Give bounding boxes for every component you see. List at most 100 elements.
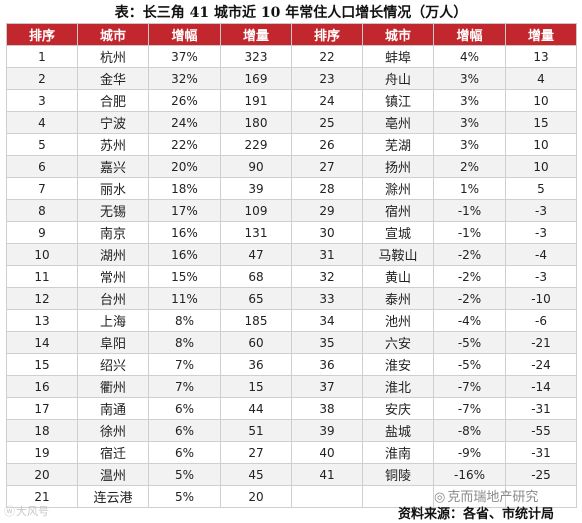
city-cell: 常州 [77, 265, 149, 288]
rank-cell: 26 [291, 133, 363, 156]
growth-rate-cell: 7% [148, 375, 221, 398]
increase-cell [505, 485, 577, 508]
rank-cell: 41 [291, 463, 363, 486]
increase-cell: 10 [505, 155, 577, 178]
table-row: 21 连云港 5% 20 [6, 485, 577, 508]
rank-cell: 36 [291, 353, 363, 376]
header-increase: 增量 [505, 23, 577, 46]
rank-cell: 8 [6, 199, 78, 222]
growth-rate-cell: -5% [433, 331, 506, 354]
city-cell: 池州 [362, 309, 434, 332]
city-cell: 泰州 [362, 287, 434, 310]
table-row: 11 常州 15% 68 32 黄山 -2% -3 [6, 265, 577, 288]
growth-rate-cell: 6% [148, 397, 221, 420]
city-cell: 宿迁 [77, 441, 149, 464]
city-cell: 盐城 [362, 419, 434, 442]
increase-cell: 65 [220, 287, 292, 310]
rank-cell [291, 485, 363, 508]
increase-cell: -3 [505, 199, 577, 222]
city-cell: 绍兴 [77, 353, 149, 376]
rank-cell: 22 [291, 45, 363, 68]
rank-cell: 16 [6, 375, 78, 398]
city-cell: 南通 [77, 397, 149, 420]
city-cell: 滁州 [362, 177, 434, 200]
increase-cell: 5 [505, 177, 577, 200]
rank-cell: 21 [6, 485, 78, 508]
city-cell: 扬州 [362, 155, 434, 178]
city-cell: 安庆 [362, 397, 434, 420]
footer-logo-text: 大风号 [16, 505, 49, 518]
city-cell: 无锡 [77, 199, 149, 222]
growth-rate-cell: 3% [433, 133, 506, 156]
city-cell: 温州 [77, 463, 149, 486]
growth-rate-cell: 1% [433, 177, 506, 200]
city-cell: 淮安 [362, 353, 434, 376]
city-cell: 亳州 [362, 111, 434, 134]
growth-rate-cell: -5% [433, 353, 506, 376]
increase-cell: 47 [220, 243, 292, 266]
growth-rate-cell: 5% [148, 463, 221, 486]
city-cell: 六安 [362, 331, 434, 354]
city-cell: 舟山 [362, 67, 434, 90]
growth-rate-cell: 22% [148, 133, 221, 156]
city-cell: 合肥 [77, 89, 149, 112]
rank-cell: 31 [291, 243, 363, 266]
rank-cell: 27 [291, 155, 363, 178]
growth-rate-cell: -1% [433, 199, 506, 222]
city-cell: 宣城 [362, 221, 434, 244]
table-row: 8 无锡 17% 109 29 宿州 -1% -3 [6, 199, 577, 222]
increase-cell: -31 [505, 441, 577, 464]
rank-cell: 1 [6, 45, 78, 68]
city-cell: 宁波 [77, 111, 149, 134]
increase-cell: -4 [505, 243, 577, 266]
growth-rate-cell: 5% [148, 485, 221, 508]
increase-cell: 60 [220, 331, 292, 354]
growth-rate-cell: 4% [433, 45, 506, 68]
increase-cell: 191 [220, 89, 292, 112]
growth-rate-cell: -16% [433, 463, 506, 486]
city-cell: 淮南 [362, 441, 434, 464]
rank-cell: 40 [291, 441, 363, 464]
increase-cell: 10 [505, 133, 577, 156]
city-cell: 上海 [77, 309, 149, 332]
growth-rate-cell: 16% [148, 221, 221, 244]
rank-cell: 12 [6, 287, 78, 310]
increase-cell: -21 [505, 331, 577, 354]
growth-rate-cell: 3% [433, 111, 506, 134]
city-cell: 马鞍山 [362, 243, 434, 266]
city-cell: 淮北 [362, 375, 434, 398]
rank-cell: 11 [6, 265, 78, 288]
rank-cell: 15 [6, 353, 78, 376]
increase-cell: -55 [505, 419, 577, 442]
increase-cell: -14 [505, 375, 577, 398]
city-cell: 湖州 [77, 243, 149, 266]
rank-cell: 4 [6, 111, 78, 134]
increase-cell: -6 [505, 309, 577, 332]
growth-rate-cell: 26% [148, 89, 221, 112]
footer-logo: ⓦ大风号 [4, 503, 49, 519]
growth-rate-cell: -1% [433, 221, 506, 244]
growth-rate-cell: 37% [148, 45, 221, 68]
table-row: 2 金华 32% 169 23 舟山 3% 4 [6, 67, 577, 90]
growth-rate-cell: -8% [433, 419, 506, 442]
city-cell: 丽水 [77, 177, 149, 200]
rank-cell: 28 [291, 177, 363, 200]
increase-cell: 229 [220, 133, 292, 156]
increase-cell: 131 [220, 221, 292, 244]
increase-cell: 15 [505, 111, 577, 134]
growth-rate-cell: 3% [433, 89, 506, 112]
rank-cell: 24 [291, 89, 363, 112]
rank-cell: 20 [6, 463, 78, 486]
rank-cell: 3 [6, 89, 78, 112]
increase-cell: 4 [505, 67, 577, 90]
header-city: 城市 [362, 23, 434, 46]
growth-rate-cell: -2% [433, 287, 506, 310]
growth-rate-cell: 18% [148, 177, 221, 200]
city-cell: 芜湖 [362, 133, 434, 156]
growth-rate-cell: 24% [148, 111, 221, 134]
growth-rate-cell: 8% [148, 331, 221, 354]
city-cell: 徐州 [77, 419, 149, 442]
city-cell: 台州 [77, 287, 149, 310]
growth-rate-cell: 15% [148, 265, 221, 288]
growth-rate-cell: 6% [148, 441, 221, 464]
